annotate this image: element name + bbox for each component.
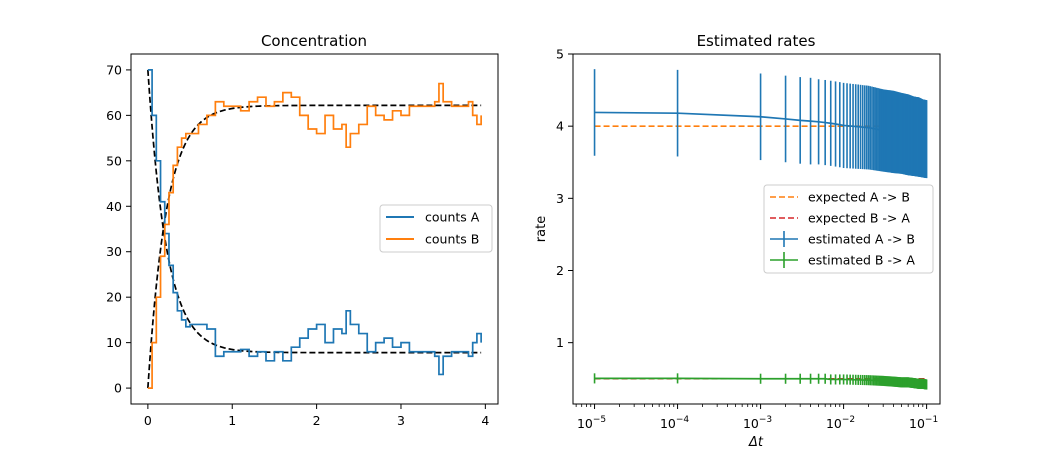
legend-label-estimated-a-b: estimated A -> B — [808, 232, 915, 247]
left-y-ticks: 0 10 20 30 40 50 60 70 — [106, 62, 131, 396]
right-y-ticks: 1 2 3 4 5 — [556, 47, 573, 350]
legend-label-expected-b-a: expected B -> A — [808, 211, 910, 226]
right-legend-box — [763, 184, 934, 274]
right-x-tick-label: 10−2 — [826, 415, 855, 431]
legend-label-counts-a: counts A — [425, 210, 480, 225]
left-x-tick-label: 2 — [313, 413, 321, 428]
left-y-tick-label: 40 — [106, 199, 122, 214]
right-y-tick-label: 5 — [556, 47, 564, 62]
right-y-tick-label: 2 — [556, 263, 564, 278]
right-x-tick-label-base: 10 — [826, 416, 842, 431]
left-chart-title: Concentration — [261, 32, 367, 50]
right-x-tick-label: 10−5 — [577, 415, 606, 431]
right-x-axis-label: Δt — [748, 435, 764, 450]
concentration-panel: Concentration 0 10 20 30 40 50 60 70 0 1 2 3 4 coun… — [106, 32, 499, 428]
right-x-tick-label-exponent: −3 — [759, 415, 772, 425]
left-y-tick-label: 0 — [114, 381, 122, 396]
right-legend: expected A -> B expected B -> A estimate… — [763, 184, 934, 274]
right-axes-frame — [572, 53, 941, 405]
left-x-tick-label: 0 — [144, 413, 152, 428]
right-x-ticks: 10−5 10−4 10−3 10−2 10−1 — [575, 404, 938, 431]
right-x-tick-label-base: 10 — [909, 416, 925, 431]
right-y-tick-label: 4 — [556, 119, 564, 134]
left-y-tick-label: 60 — [106, 108, 122, 123]
right-y-tick-label: 3 — [556, 191, 564, 206]
left-x-tick-label: 4 — [481, 413, 489, 428]
expected-a-curve — [147, 69, 482, 354]
right-x-tick-label-exponent: −5 — [593, 415, 606, 425]
right-x-tick-label-exponent: −2 — [842, 415, 855, 425]
left-x-tick-label: 3 — [397, 413, 405, 428]
right-x-tick-label-base: 10 — [660, 416, 676, 431]
left-y-tick-label: 30 — [106, 244, 122, 259]
left-y-tick-label: 20 — [106, 290, 122, 305]
right-x-tick-label: 10−3 — [743, 415, 772, 431]
right-x-tick-label: 10−4 — [660, 415, 689, 431]
right-x-tick-label: 10−1 — [909, 415, 938, 431]
series-counts-b — [147, 82, 482, 389]
left-x-ticks: 0 1 2 3 4 — [144, 404, 489, 428]
left-y-tick-label: 10 — [106, 335, 122, 350]
series-counts-a — [147, 69, 482, 376]
right-x-tick-label-base: 10 — [577, 416, 593, 431]
left-axes-frame — [130, 53, 499, 405]
right-y-axis-label: rate — [534, 216, 549, 242]
right-x-axis-label-text: Δt — [748, 435, 764, 450]
right-x-tick-label-exponent: −1 — [925, 415, 938, 425]
legend-label-counts-b: counts B — [425, 232, 479, 247]
left-plot-area — [147, 69, 482, 389]
right-x-tick-label-exponent: −4 — [676, 415, 690, 425]
left-y-tick-label: 50 — [106, 153, 122, 168]
legend-label-expected-a-b: expected A -> B — [808, 190, 910, 205]
left-legend: counts A counts B — [379, 204, 493, 253]
right-chart-title: Estimated rates — [697, 32, 816, 50]
left-x-tick-label: 1 — [228, 413, 236, 428]
right-plot-area — [593, 69, 928, 390]
legend-label-estimated-b-a: estimated B -> A — [808, 253, 915, 268]
expected-b-curve — [147, 104, 482, 389]
left-y-tick-label: 70 — [106, 62, 122, 77]
right-y-tick-label: 1 — [556, 335, 564, 350]
right-x-tick-label-base: 10 — [743, 416, 759, 431]
